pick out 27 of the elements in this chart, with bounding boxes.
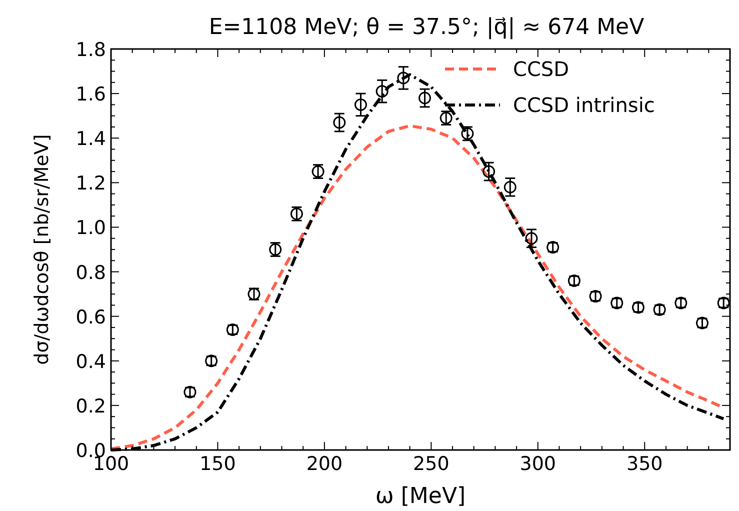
x-tick-label: 350 bbox=[626, 453, 663, 475]
chart-title: E=1108 MeV; θ = 37.5°; |q⃗| ≈ 674 MeV bbox=[208, 15, 644, 40]
x-tick-label: 150 bbox=[200, 453, 236, 475]
y-tick-label: 1.4 bbox=[76, 128, 106, 150]
y-axis-title: dσ/dωdcosθ [nb/sr/MeV] bbox=[31, 134, 53, 365]
y-tick-label: 1.8 bbox=[76, 39, 106, 61]
point bbox=[525, 232, 538, 245]
point bbox=[482, 165, 496, 178]
x-tick-label: 200 bbox=[306, 453, 343, 475]
x-tick-label: 250 bbox=[413, 453, 450, 475]
y-tick-label: 1.2 bbox=[76, 172, 106, 195]
point bbox=[354, 98, 367, 111]
point bbox=[504, 180, 516, 194]
point bbox=[376, 85, 388, 98]
y-tick-label: 0.8 bbox=[76, 262, 106, 284]
legend-label: CCSD bbox=[513, 57, 570, 81]
y-tick-label: 1.0 bbox=[76, 217, 106, 240]
x-tick-label: 300 bbox=[520, 453, 556, 475]
point bbox=[418, 92, 432, 104]
legend-label: CCSD intrinsic bbox=[513, 93, 655, 117]
y-tick-label: 0.6 bbox=[76, 306, 106, 328]
y-tick-label: 0.4 bbox=[76, 350, 106, 373]
y-tick-label: 0.2 bbox=[76, 395, 106, 418]
point bbox=[333, 116, 346, 129]
y-tick-label: 1.6 bbox=[76, 84, 106, 106]
point bbox=[397, 72, 410, 84]
x-axis-title: ω [MeV] bbox=[375, 484, 466, 509]
